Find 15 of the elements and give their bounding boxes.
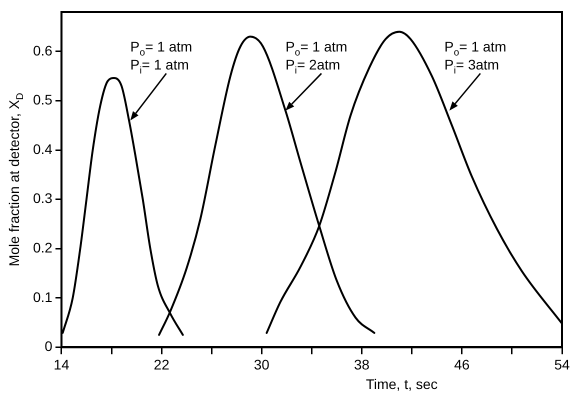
y-tick-label: 0.1 <box>32 288 53 305</box>
y-tick-label: 0.6 <box>32 42 53 58</box>
y-tick-label: 0.2 <box>32 239 53 256</box>
y-tick-label: 0.4 <box>32 140 53 157</box>
x-tick-label: 22 <box>154 356 170 372</box>
x-axis-title: Time, t, sec <box>366 376 438 392</box>
x-tick-label: 30 <box>254 356 270 372</box>
y-axis-title: Mole fraction at detector, XD <box>6 92 26 266</box>
x-tick-label: 14 <box>54 356 70 372</box>
y-tick-label: 0.3 <box>32 190 53 206</box>
x-tick-label: 38 <box>354 356 370 372</box>
x-tick-label: 46 <box>454 356 470 372</box>
y-tick-label: 0 <box>44 338 53 354</box>
x-tick-label: 54 <box>554 356 570 372</box>
y-tick-label: 0.5 <box>32 92 53 108</box>
